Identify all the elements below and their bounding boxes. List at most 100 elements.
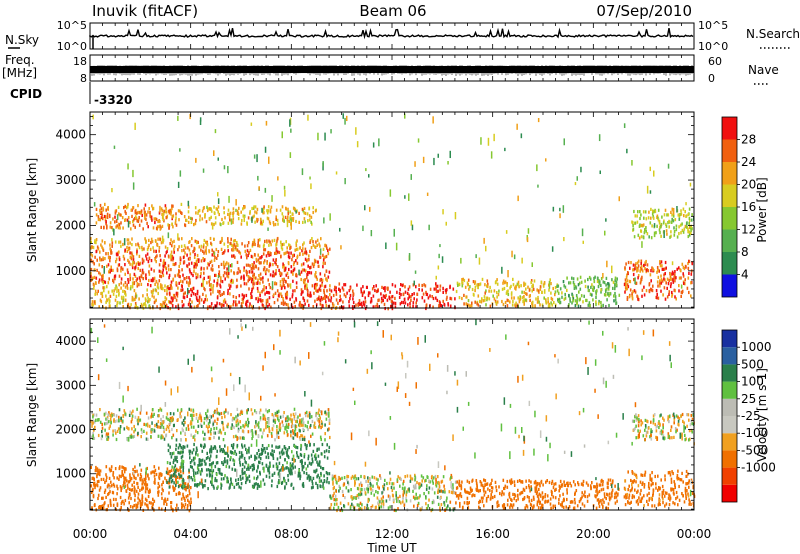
echo-cell [141, 486, 143, 490]
echo-cell [274, 251, 276, 255]
echo-cell [247, 263, 250, 267]
echo-cell [144, 237, 146, 241]
echo-cell [143, 429, 145, 433]
echo-cell [514, 303, 516, 307]
echo-cell [188, 281, 190, 285]
echo-cell [490, 289, 493, 293]
echo-cell [101, 422, 103, 426]
echo-cell [287, 433, 289, 437]
echo-cell [150, 290, 153, 294]
echo-cell [371, 287, 374, 291]
echo-cell [119, 213, 121, 217]
echo-cell [310, 183, 312, 190]
echo-cell [318, 287, 321, 291]
echo-cell [680, 290, 683, 294]
echo-cell [660, 274, 662, 278]
echo-cell [524, 282, 527, 286]
echo-cell [246, 299, 249, 303]
echo-cell [226, 274, 228, 278]
echo-cell [187, 504, 189, 508]
echo-cell [182, 280, 184, 284]
echo-cell [184, 291, 186, 295]
echo-cell [501, 266, 503, 274]
echo-cell [128, 501, 130, 505]
echo-cell [265, 120, 268, 126]
echo-cell [481, 297, 483, 301]
echo-cell [112, 228, 114, 232]
echo-cell [260, 220, 262, 224]
echo-cell [672, 280, 675, 284]
echo-cell [195, 429, 197, 433]
echo-cell [306, 276, 308, 280]
echo-cell [343, 293, 346, 297]
echo-cell [122, 242, 124, 247]
echo-cell [170, 212, 172, 216]
echo-cell [170, 258, 172, 262]
echo-cell [209, 430, 212, 434]
echo-cell [672, 219, 675, 223]
echo-cell [132, 218, 135, 222]
echo-cell [119, 430, 121, 434]
echo-cell [279, 426, 282, 430]
echo-cell [344, 117, 346, 125]
echo-cell [128, 487, 131, 491]
echo-cell [690, 224, 692, 228]
echo-cell [261, 255, 263, 259]
echo-cell [135, 476, 137, 481]
echo-cell [615, 283, 618, 287]
echo-cell [251, 436, 253, 441]
echo-cell [389, 290, 391, 294]
nsky-trace [89, 27, 694, 49]
echo-cell [413, 292, 415, 296]
echo-cell [661, 264, 663, 268]
echo-cell [211, 248, 213, 252]
echo-cell [410, 295, 412, 299]
echo-cell [137, 204, 139, 208]
echo-cell [394, 301, 397, 305]
echo-cell [307, 293, 310, 298]
echo-cell [117, 205, 120, 209]
echo-cell [450, 297, 453, 301]
echo-cell [199, 218, 201, 222]
echo-cell [188, 257, 191, 261]
echo-cell [296, 261, 299, 265]
echo-cell [304, 269, 307, 273]
echo-cell [321, 424, 323, 428]
echo-cell [309, 176, 311, 180]
echo-cell [629, 266, 631, 270]
power-colorbar-label: Power [dB] [755, 177, 769, 242]
echo-cell [171, 474, 174, 478]
echo-cell [250, 292, 252, 296]
echo-cell [93, 300, 96, 304]
echo-cell [246, 273, 248, 277]
echo-cell [175, 212, 177, 216]
echo-cell [117, 427, 120, 431]
echo-cell [148, 272, 151, 276]
echo-cell [671, 217, 673, 221]
echo-cell [137, 485, 139, 489]
echo-cell [175, 492, 178, 496]
echo-cell [228, 212, 231, 216]
echo-cell [209, 414, 211, 418]
echo-cell [171, 204, 173, 208]
echo-cell [404, 285, 406, 289]
echo-cell [162, 421, 165, 425]
echo-cell [320, 237, 322, 241]
echo-cell [660, 260, 663, 264]
echo-cell [150, 471, 152, 475]
echo-cell [110, 412, 113, 416]
echo-cell [552, 206, 555, 212]
echo-cell [276, 414, 279, 418]
echo-cell [199, 275, 202, 279]
echo-cell [99, 473, 101, 477]
echo-cell [275, 282, 278, 286]
echo-cell [483, 295, 486, 299]
echo-cell [145, 304, 147, 308]
echo-cell [140, 274, 143, 278]
echo-cell [614, 287, 616, 291]
echo-cell [202, 279, 204, 288]
echo-cell [196, 304, 198, 309]
echo-cell [234, 300, 237, 304]
echo-cell [414, 270, 417, 274]
echo-cell [290, 468, 293, 472]
